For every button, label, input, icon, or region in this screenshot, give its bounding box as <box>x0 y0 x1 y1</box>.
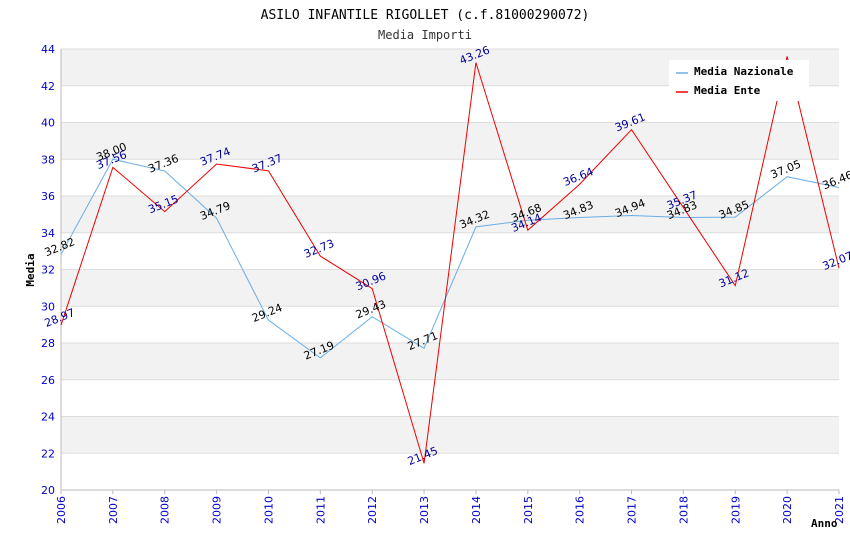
x-tick-label: 2011 <box>314 496 327 524</box>
x-tick-label: 2019 <box>729 496 742 524</box>
x-tick-label: 2007 <box>107 496 120 524</box>
y-tick-label: 34 <box>41 227 55 240</box>
y-tick-label: 44 <box>41 43 55 56</box>
y-tick-label: 28 <box>41 337 55 350</box>
x-tick-label: 2021 <box>833 496 846 524</box>
y-tick-label: 20 <box>41 484 55 497</box>
series-line-media-ente <box>60 56 840 464</box>
legend-label-media-nazionale: Media Nazionale <box>694 65 794 78</box>
y-tick-label: 38 <box>41 153 55 166</box>
y-tick-label: 42 <box>41 80 55 93</box>
chart-legend: Media Nazionale Media Ente <box>669 60 809 101</box>
y-tick-label: 32 <box>41 264 55 277</box>
x-tick-label: 2018 <box>677 496 690 524</box>
chart-band <box>61 453 839 490</box>
x-tick-label: 2013 <box>418 496 431 524</box>
x-axis-label: Anno <box>811 517 838 530</box>
x-tick-label: 2008 <box>159 496 172 524</box>
x-tick-label: 2009 <box>211 496 224 524</box>
x-tick-label: 2012 <box>366 496 379 524</box>
chart-band <box>61 416 839 454</box>
chart-band <box>61 343 839 380</box>
legend-box <box>669 60 809 101</box>
x-tick-label: 2016 <box>574 496 587 524</box>
y-tick-label: 22 <box>41 447 55 460</box>
x-tick-label: 2020 <box>781 496 794 524</box>
chart-background-bands <box>61 49 839 490</box>
chart-band <box>61 122 839 160</box>
x-tick-label: 2015 <box>522 496 535 524</box>
legend-label-media-ente: Media Ente <box>694 84 761 97</box>
x-tick-label: 2006 <box>55 496 68 524</box>
x-tick-label: 2017 <box>626 496 639 524</box>
x-tick-label: 2010 <box>262 496 275 524</box>
chart-series <box>60 56 840 464</box>
chart-band <box>61 196 839 233</box>
y-tick-label: 24 <box>41 411 55 424</box>
chart-band <box>61 159 839 196</box>
series-line-media-nazionale <box>60 158 840 359</box>
y-tick-label: 36 <box>41 190 55 203</box>
chart-band <box>61 306 839 343</box>
chart-subtitle: Media Importi <box>378 28 472 42</box>
y-axis-label: Media <box>24 253 37 286</box>
y-tick-label: 26 <box>41 374 55 387</box>
chart-title: ASILO INFANTILE RIGOLLET (c.f.8100029007… <box>261 8 590 23</box>
y-tick-label: 30 <box>41 300 55 313</box>
y-tick-label: 40 <box>41 117 55 130</box>
chart-band <box>61 379 839 417</box>
chart-axes: 20 22 24 26 28 30 32 34 36 38 40 42 44 2006 2007 2008 20… <box>41 43 846 524</box>
x-tick-label: 2014 <box>470 496 483 524</box>
